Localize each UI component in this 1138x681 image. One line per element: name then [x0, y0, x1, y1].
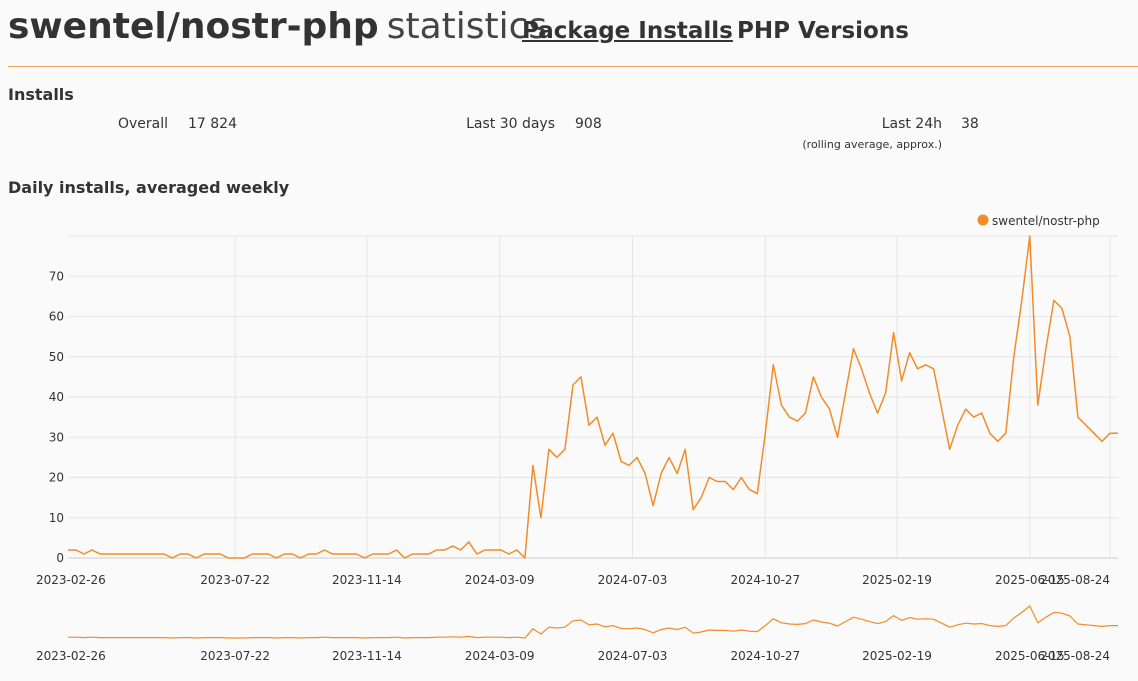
y-tick-label: 40	[49, 390, 64, 404]
x-tick-label: 2024-03-09	[465, 573, 535, 587]
series-line	[68, 235, 1118, 559]
navigator-x-tick-label: 2025-08-24	[1040, 649, 1110, 663]
x-tick-label: 2023-11-14	[332, 573, 402, 587]
x-tick-label: 2024-10-27	[730, 573, 800, 587]
navigator-x-tick-label: 2024-10-27	[730, 649, 800, 663]
navigator-x-tick-label: 2025-06-15	[995, 649, 1065, 663]
navigator-x-tick-label: 2023-11-14	[332, 649, 402, 663]
page-header: swentel/nostr-php statistics Package Inst…	[8, 0, 1138, 67]
chart-heading: Daily installs, averaged weekly	[8, 178, 290, 197]
page-title: swentel/nostr-php statistics	[8, 6, 547, 47]
overall-value: 17 824	[188, 116, 237, 132]
y-tick-label: 60	[49, 310, 64, 324]
y-tick-label: 30	[49, 430, 64, 444]
last24-label: Last 24h	[881, 116, 942, 132]
navigator-series-line	[68, 605, 1118, 639]
last24-note: (rolling average, approx.)	[802, 138, 942, 151]
y-tick-label: 20	[49, 471, 64, 485]
y-tick-label: 0	[56, 551, 64, 565]
x-tick-label: 2025-06-15	[995, 573, 1065, 587]
navigator-x-tick-label: 2025-02-19	[862, 649, 932, 663]
last30-value: 908	[575, 116, 602, 132]
tab-php-versions[interactable]: PHP Versions	[737, 18, 909, 44]
x-tick-label: 2024-07-03	[598, 573, 668, 587]
legend-marker	[977, 214, 989, 226]
navigator-x-tick-label: 2024-03-09	[465, 649, 535, 663]
page-title-suffix: statistics	[386, 6, 548, 47]
x-tick-label: 2023-07-22	[200, 573, 270, 587]
package-name: swentel/nostr-php	[8, 6, 379, 47]
navigator-x-tick-label: 2024-07-03	[598, 649, 668, 663]
y-tick-label: 50	[49, 350, 64, 364]
navigator-x-tick-label: 2023-02-26	[36, 649, 106, 663]
legend-label: swentel/nostr-php	[992, 214, 1100, 228]
x-tick-label: 2025-02-19	[862, 573, 932, 587]
installs-heading: Installs	[8, 85, 74, 104]
last30-label: Last 30 days	[466, 116, 555, 132]
last24-value: 38	[961, 116, 979, 132]
navigator-x-tick-label: 2023-07-22	[200, 649, 270, 663]
y-tick-label: 10	[49, 511, 64, 525]
y-tick-label: 70	[49, 269, 64, 283]
overall-label: Overall	[117, 116, 168, 132]
x-tick-label: 2023-02-26	[36, 573, 106, 587]
tab-package-installs[interactable]: Package Installs	[522, 18, 733, 44]
x-tick-label: 2025-08-24	[1040, 573, 1110, 587]
